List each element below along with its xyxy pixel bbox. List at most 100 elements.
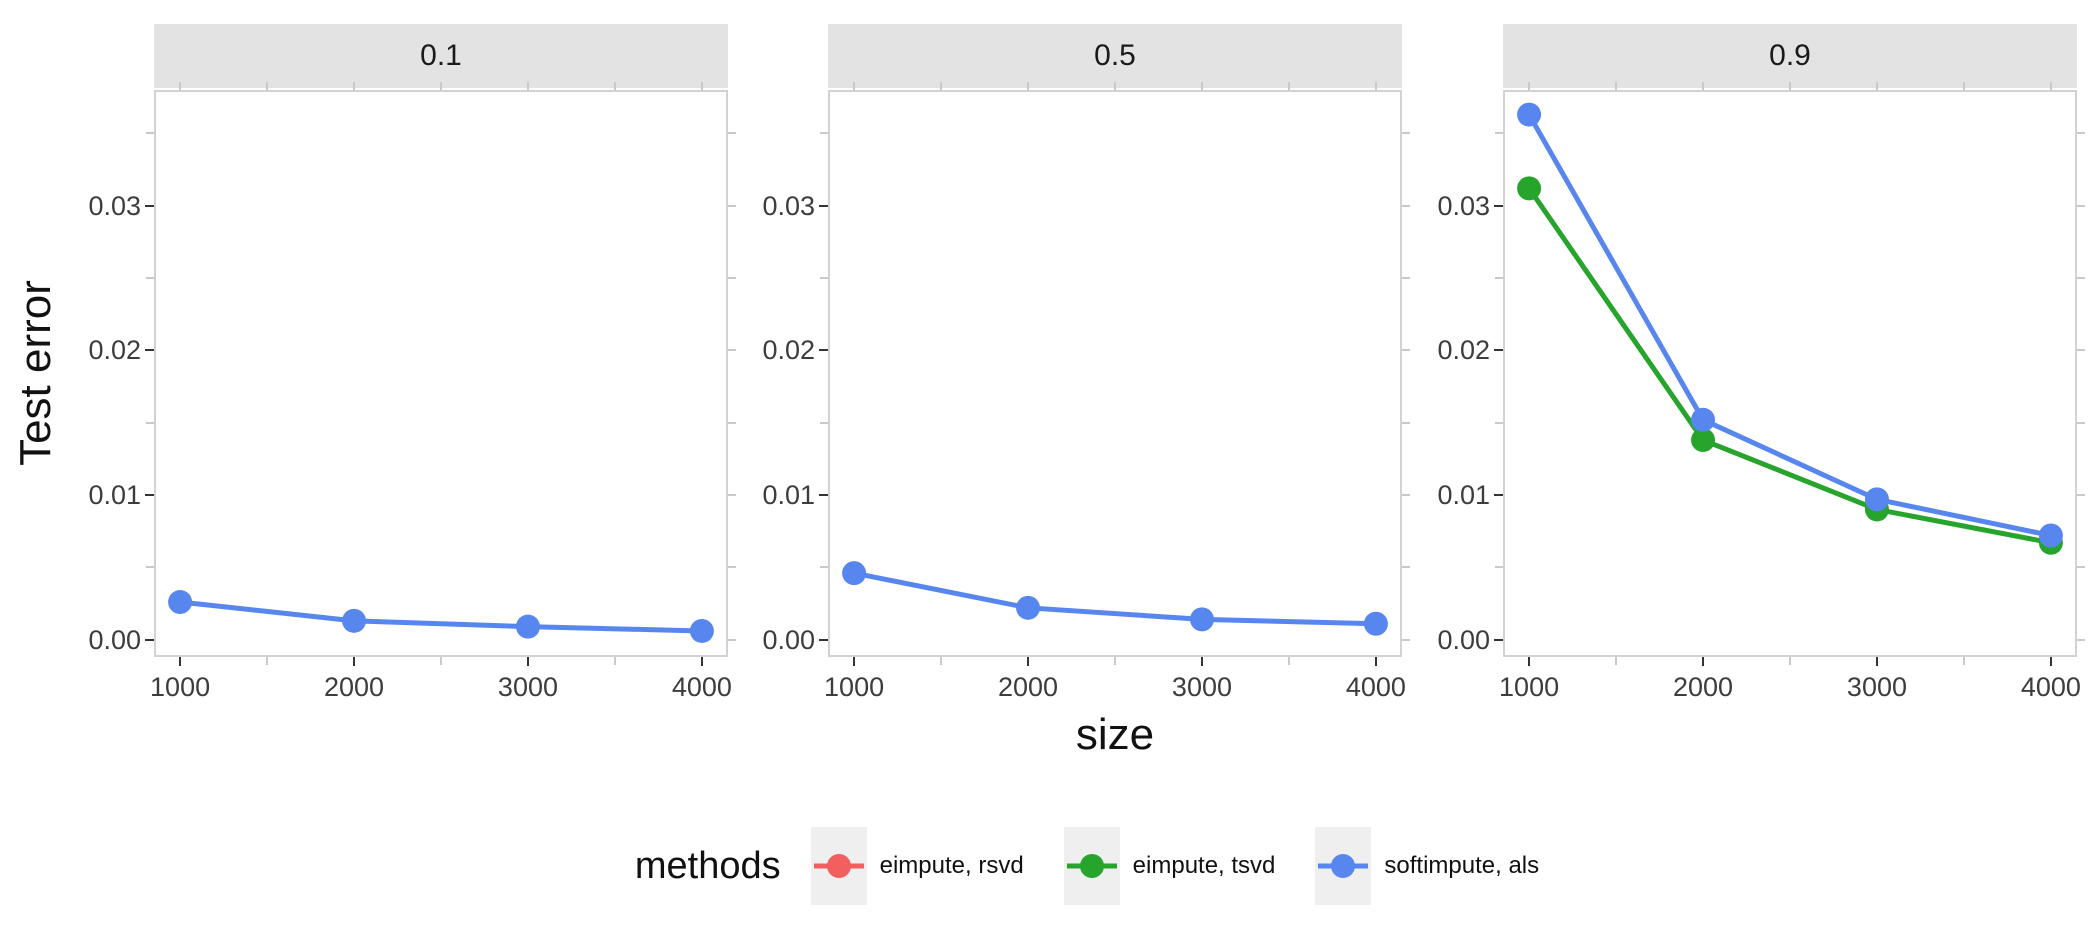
y-minor-tick — [146, 566, 154, 569]
y-minor-tick — [820, 277, 828, 280]
y-minor-tick-right — [728, 421, 736, 424]
y-minor-tick-right — [1402, 421, 1410, 424]
facet-strip: 0.9 — [1503, 24, 2077, 88]
x-minor-tick — [940, 657, 943, 665]
x-tick-label: 3000 — [1846, 672, 1908, 702]
x-minor-tick-top — [353, 82, 356, 90]
line-point-marker-icon — [1066, 854, 1117, 878]
x-tick — [353, 657, 356, 666]
x-tick — [1374, 657, 1377, 666]
x-minor-tick — [266, 657, 269, 665]
series-line-softimpute-als — [1526, 113, 2052, 538]
y-tick-label: 0.01 — [1437, 480, 1490, 510]
y-minor-tick — [1495, 421, 1503, 424]
x-minor-tick — [1962, 657, 1965, 665]
x-minor-tick — [613, 657, 616, 665]
legend-entry-eimpute-tsvd: eimpute, tsvd — [1063, 827, 1276, 905]
line-point-marker-icon — [1318, 854, 1369, 878]
y-minor-tick — [146, 132, 154, 135]
facet-strip-label: 0.9 — [1769, 39, 1811, 72]
x-tick-label: 3000 — [497, 672, 559, 702]
x-minor-tick-top — [1027, 82, 1030, 90]
y-minor-tick-right — [1402, 566, 1410, 569]
facet-strip-label: 0.5 — [1094, 39, 1136, 72]
y-tick — [819, 204, 828, 207]
y-minor-tick-right — [2077, 566, 2085, 569]
x-minor-tick-top — [700, 82, 703, 90]
legend-key — [810, 827, 867, 905]
y-minor-tick — [820, 421, 828, 424]
y-minor-tick — [1495, 566, 1503, 569]
legend-entry-eimpute-rsvd: eimpute, rsvd — [810, 827, 1024, 905]
x-minor-tick-top — [440, 82, 442, 90]
data-point — [342, 608, 367, 633]
data-point — [1189, 607, 1214, 632]
x-minor-tick — [440, 657, 442, 665]
x-minor-tick-top — [266, 82, 269, 90]
y-minor-tick-right — [2077, 277, 2085, 280]
x-tick-label: 4000 — [2020, 672, 2081, 702]
y-minor-tick-right — [728, 132, 736, 135]
y-minor-tick — [1495, 132, 1503, 135]
legend-label: eimpute, rsvd — [879, 852, 1024, 879]
data-point — [1517, 176, 1542, 201]
data-point — [689, 618, 714, 643]
y-tick — [145, 638, 154, 641]
x-tick-label: 1000 — [1499, 672, 1560, 702]
y-minor-tick — [820, 566, 828, 569]
y-minor-tick-right — [1402, 132, 1410, 135]
y-minor-tick — [1495, 277, 1503, 280]
y-minor-tick-right — [728, 638, 736, 641]
y-minor-tick-right — [728, 349, 736, 352]
y-tick-label: 0.03 — [88, 190, 141, 221]
y-minor-tick-right — [2077, 421, 2085, 424]
facet-strip-label: 0.1 — [420, 39, 462, 72]
legend-title: methods — [634, 844, 781, 887]
x-minor-tick-top — [1702, 82, 1705, 90]
x-minor-tick-top — [1114, 82, 1116, 90]
y-tick — [145, 204, 154, 207]
facet-strip: 0.1 — [154, 24, 728, 88]
y-minor-tick-right — [2077, 494, 2085, 496]
data-point — [1363, 611, 1388, 636]
x-tick-label: 3000 — [1171, 672, 1233, 702]
y-tick-label: 0.02 — [1437, 335, 1490, 366]
y-minor-tick-right — [2077, 132, 2085, 135]
x-tick — [1702, 657, 1705, 666]
x-tick — [1200, 657, 1203, 666]
x-minor-tick-top — [1789, 82, 1791, 90]
legend-label: eimpute, tsvd — [1132, 852, 1276, 879]
x-tick-label: 4000 — [1345, 672, 1406, 702]
x-tick — [1027, 657, 1030, 666]
x-minor-tick-top — [1615, 82, 1618, 90]
data-point — [515, 614, 540, 639]
y-tick-label: 0.02 — [88, 335, 141, 366]
x-minor-tick-top — [179, 82, 182, 90]
y-minor-tick-right — [1402, 204, 1410, 207]
data-point — [1864, 487, 1889, 512]
data-point — [1517, 102, 1542, 127]
panel-canvas — [842, 561, 1388, 636]
legend-entry-softimpute-als: softimpute, als — [1315, 827, 1539, 905]
y-minor-tick-right — [728, 566, 736, 569]
y-minor-tick-right — [1402, 638, 1410, 641]
x-tick — [179, 657, 182, 666]
plot-panel — [154, 90, 728, 657]
x-tick-label: 2000 — [323, 672, 385, 702]
x-minor-tick-top — [1287, 82, 1290, 90]
x-minor-tick — [1615, 657, 1618, 665]
facet-strip: 0.5 — [828, 24, 1402, 88]
y-minor-tick-right — [728, 277, 736, 280]
x-tick — [1528, 657, 1531, 666]
legend-key — [1315, 827, 1372, 905]
data-point — [842, 561, 867, 586]
x-tick-label: 1000 — [824, 672, 885, 702]
y-minor-tick-right — [1402, 494, 1410, 496]
data-point — [1691, 428, 1716, 453]
y-minor-tick-right — [1402, 277, 1410, 280]
x-tick-label: 2000 — [1672, 672, 1734, 702]
y-minor-tick-right — [728, 494, 736, 496]
y-minor-tick — [146, 277, 154, 280]
x-minor-tick — [1114, 657, 1116, 665]
